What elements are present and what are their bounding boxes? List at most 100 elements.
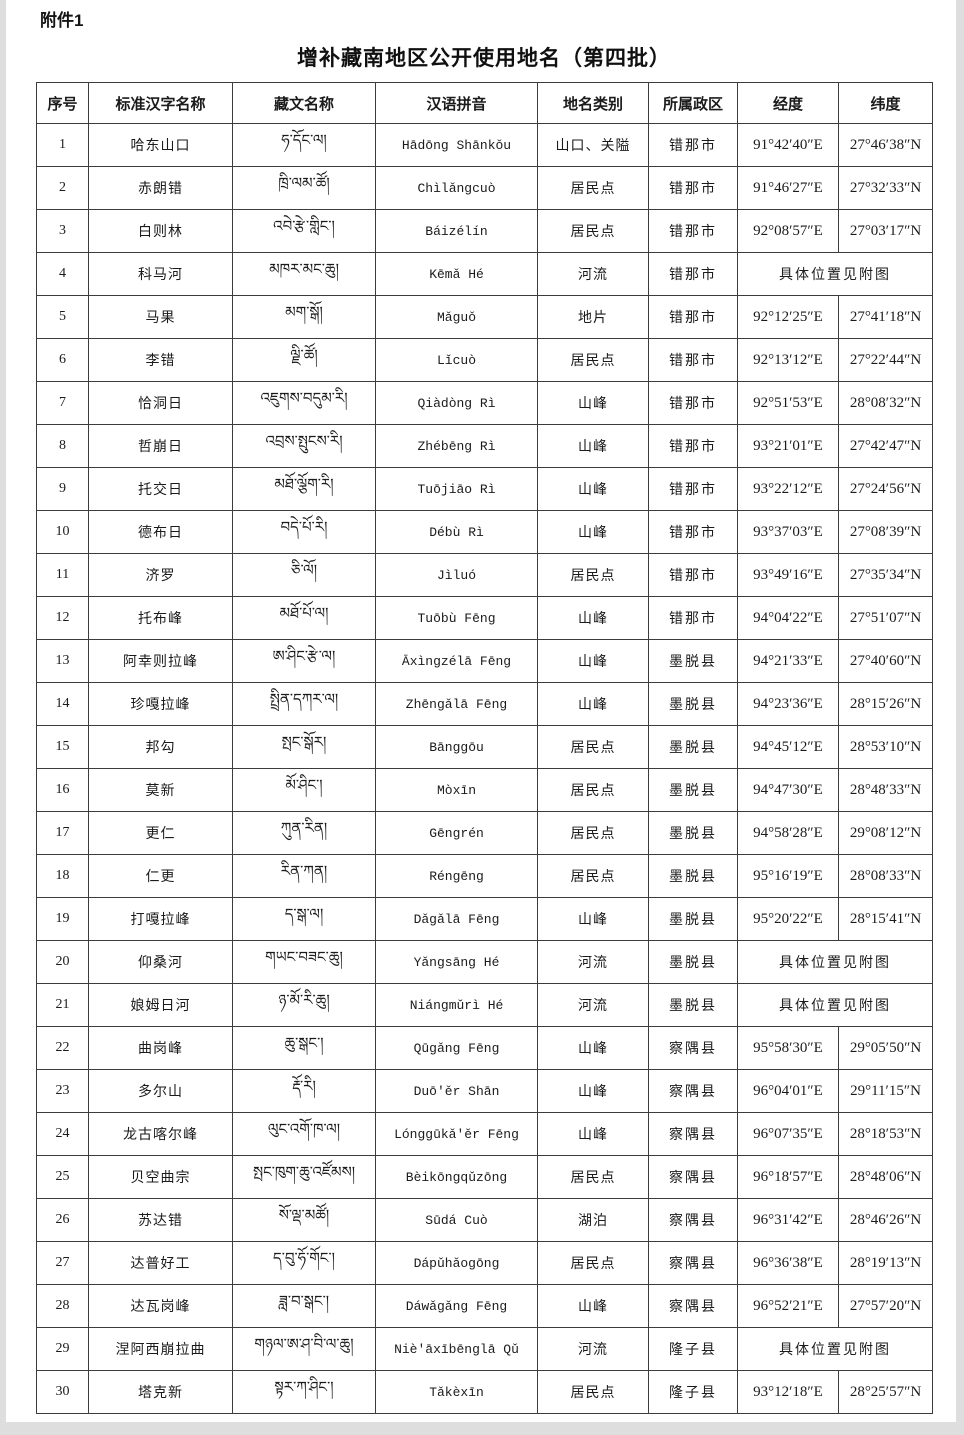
cell-pinyin: Dáwǎgǎng Fēng bbox=[375, 1284, 538, 1328]
cell-name: 哈东山口 bbox=[88, 123, 233, 167]
cell-category: 居民点 bbox=[537, 811, 649, 855]
cell-no: 26 bbox=[36, 1198, 89, 1242]
cell-no: 18 bbox=[36, 854, 89, 898]
cell-latitude: 27°22′44″N bbox=[838, 338, 933, 382]
cell-tibetan: གཉལ་ཨ་ཤ་བི་ལ་ཆུ། bbox=[232, 1327, 376, 1371]
cell-tibetan: མག་སྒོ། bbox=[232, 295, 376, 339]
cell-name: 娘姆日河 bbox=[88, 983, 233, 1027]
cell-latitude: 27°40′60″N bbox=[838, 639, 933, 683]
column-header-longitude: 经度 bbox=[737, 82, 839, 124]
cell-pinyin: Bānggōu bbox=[375, 725, 538, 769]
cell-longitude: 93°49′16″E bbox=[737, 553, 839, 597]
cell-tibetan: ད་བུ་ཧོ་གོང་། bbox=[232, 1241, 376, 1285]
table-row: 21 娘姆日河 ཉ་མོ་རི་ཆུ། Niángmǔrì Hé 河流 墨脱县 具体位置见附… bbox=[36, 983, 933, 1027]
cell-no: 10 bbox=[36, 510, 89, 554]
table-row: 7 恰洞日 འཇུགས་བདུམ་རི། Qiàdòng Rì 山峰 错那市 92°51′5… bbox=[36, 381, 933, 425]
table-row: 4 科马河 མཁར་མང་ཆུ། Kēmǎ Hé 河流 错那市 具体位置见附图 bbox=[36, 252, 933, 296]
cell-tibetan: གཡང་བཟང་ཆུ། bbox=[232, 940, 376, 984]
cell-name: 恰洞日 bbox=[88, 381, 233, 425]
cell-pinyin: Bèikōngqǔzōng bbox=[375, 1155, 538, 1199]
cell-pinyin: Tuōbù Fēng bbox=[375, 596, 538, 640]
cell-region: 错那市 bbox=[648, 252, 738, 296]
cell-latitude: 27°42′47″N bbox=[838, 424, 933, 468]
cell-category: 山峰 bbox=[537, 510, 649, 554]
cell-no: 6 bbox=[36, 338, 89, 382]
table-header: 序号 标准汉字名称 藏文名称 汉语拼音 地名类别 所属政区 经度 纬度 bbox=[36, 82, 933, 124]
cell-latitude: 27°41′18″N bbox=[838, 295, 933, 339]
cell-no: 13 bbox=[36, 639, 89, 683]
cell-location-note: 具体位置见附图 bbox=[737, 252, 933, 296]
header-row: 序号 标准汉字名称 藏文名称 汉语拼音 地名类别 所属政区 经度 纬度 bbox=[36, 82, 933, 124]
cell-name: 莫新 bbox=[88, 768, 233, 812]
cell-no: 17 bbox=[36, 811, 89, 855]
table-row: 29 涅阿西崩拉曲 གཉལ་ཨ་ཤ་བི་ལ་ཆུ། Niè'āxībēnglā Qǔ… bbox=[36, 1327, 933, 1371]
cell-longitude: 92°51′53″E bbox=[737, 381, 839, 425]
cell-latitude: 27°08′39″N bbox=[838, 510, 933, 554]
cell-longitude: 96°36′38″E bbox=[737, 1241, 839, 1285]
cell-longitude: 93°37′03″E bbox=[737, 510, 839, 554]
cell-name: 邦勾 bbox=[88, 725, 233, 769]
cell-latitude: 28°08′32″N bbox=[838, 381, 933, 425]
cell-no: 15 bbox=[36, 725, 89, 769]
cell-no: 19 bbox=[36, 897, 89, 941]
table-row: 10 德布日 བདེ་པོ་རི། Débù Rì 山峰 错那市 93°37′03″E 27°… bbox=[36, 510, 933, 554]
cell-latitude: 28°48′06″N bbox=[838, 1155, 933, 1199]
cell-name: 马果 bbox=[88, 295, 233, 339]
table-row: 1 哈东山口 ཧ་དོང་ལ། Hādōng Shānkǒu 山口、关隘 错那市 91°42… bbox=[36, 123, 933, 167]
cell-latitude: 29°08′12″N bbox=[838, 811, 933, 855]
cell-longitude: 92°08′57″E bbox=[737, 209, 839, 253]
cell-no: 20 bbox=[36, 940, 89, 984]
table-row: 9 托交日 མཐོ་ལྕོག་རི། Tuōjiāo Rì 山峰 错那市 93°22′12″… bbox=[36, 467, 933, 511]
table-row: 23 多尔山 རྡོ་རི། Duō'ěr Shān 山峰 察隅县 96°04′01″E 29… bbox=[36, 1069, 933, 1113]
cell-latitude: 28°15′41″N bbox=[838, 897, 933, 941]
cell-longitude: 94°47′30″E bbox=[737, 768, 839, 812]
cell-region: 错那市 bbox=[648, 553, 738, 597]
cell-tibetan: མོ་ཤིང་། bbox=[232, 768, 376, 812]
column-header-pinyin: 汉语拼音 bbox=[375, 82, 538, 124]
column-header-name: 标准汉字名称 bbox=[88, 82, 233, 124]
cell-pinyin: Chìlǎngcuò bbox=[375, 166, 538, 210]
page-title: 增补藏南地区公开使用地名（第四批） bbox=[297, 47, 671, 70]
cell-latitude: 28°46′26″N bbox=[838, 1198, 933, 1242]
cell-pinyin: Réngēng bbox=[375, 854, 538, 898]
cell-no: 28 bbox=[36, 1284, 89, 1328]
cell-name: 赤朗错 bbox=[88, 166, 233, 210]
cell-location-note: 具体位置见附图 bbox=[737, 940, 933, 984]
cell-name: 德布日 bbox=[88, 510, 233, 554]
cell-no: 8 bbox=[36, 424, 89, 468]
cell-longitude: 96°04′01″E bbox=[737, 1069, 839, 1113]
cell-no: 24 bbox=[36, 1112, 89, 1156]
cell-category: 居民点 bbox=[537, 854, 649, 898]
cell-tibetan: མཐོ་པོ་ལ། bbox=[232, 596, 376, 640]
cell-latitude: 28°18′53″N bbox=[838, 1112, 933, 1156]
cell-tibetan: སྤང་སྒོར། bbox=[232, 725, 376, 769]
cell-longitude: 94°45′12″E bbox=[737, 725, 839, 769]
cell-no: 23 bbox=[36, 1069, 89, 1113]
cell-category: 山峰 bbox=[537, 1284, 649, 1328]
cell-category: 河流 bbox=[537, 252, 649, 296]
cell-category: 河流 bbox=[537, 983, 649, 1027]
cell-longitude: 91°42′40″E bbox=[737, 123, 839, 167]
cell-pinyin: Zhébēng Rì bbox=[375, 424, 538, 468]
cell-no: 3 bbox=[36, 209, 89, 253]
cell-region: 墨脱县 bbox=[648, 682, 738, 726]
cell-region: 错那市 bbox=[648, 467, 738, 511]
column-header-region: 所属政区 bbox=[648, 82, 738, 124]
cell-category: 居民点 bbox=[537, 553, 649, 597]
cell-category: 山峰 bbox=[537, 1069, 649, 1113]
cell-latitude: 28°48′33″N bbox=[838, 768, 933, 812]
cell-tibetan: འཇུགས་བདུམ་རི། bbox=[232, 381, 376, 425]
cell-category: 居民点 bbox=[537, 1155, 649, 1199]
cell-name: 仰桑河 bbox=[88, 940, 233, 984]
table-row: 20 仰桑河 གཡང་བཟང་ཆུ། Yǎngsāng Hé 河流 墨脱县 具体位置见附图 bbox=[36, 940, 933, 984]
cell-tibetan: སྤང་ཁུག་ཆུ་འཛོམས། bbox=[232, 1155, 376, 1199]
cell-tibetan: འབྲས་སྤུངས་རི། bbox=[232, 424, 376, 468]
cell-name: 多尔山 bbox=[88, 1069, 233, 1113]
cell-region: 察隅县 bbox=[648, 1198, 738, 1242]
cell-longitude: 95°16′19″E bbox=[737, 854, 839, 898]
cell-no: 30 bbox=[36, 1370, 89, 1414]
cell-longitude: 91°46′27″E bbox=[737, 166, 839, 210]
cell-longitude: 94°58′28″E bbox=[737, 811, 839, 855]
cell-pinyin: Sūdá Cuò bbox=[375, 1198, 538, 1242]
table-row: 14 珍嘎拉峰 སྤྲིན་དཀར་ལ། Zhēngǎlā Fēng 山峰 墨脱县 94°2… bbox=[36, 682, 933, 726]
